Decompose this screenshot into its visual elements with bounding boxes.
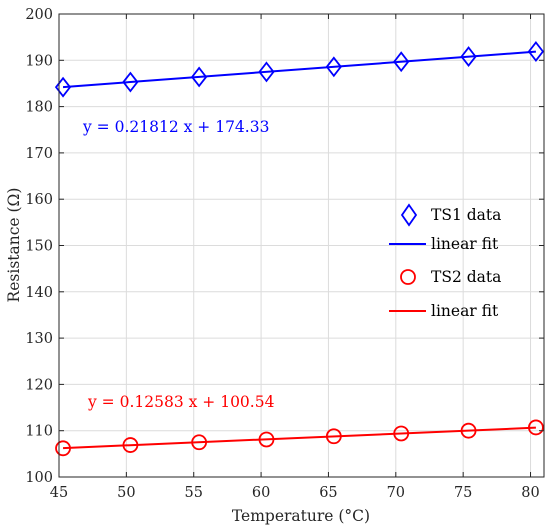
legend-diamond-marker (400, 203, 418, 227)
legend-label-ts2-data: TS2 data (431, 268, 501, 286)
ts2-data-point (393, 425, 410, 442)
legend-item-ts1-data: TS1 data (400, 203, 501, 227)
y-tick-label: 190 (25, 53, 53, 69)
x-tick-label: 75 (454, 485, 472, 501)
x-tick-label: 55 (184, 485, 202, 501)
y-axis-label: Resistance (Ω) (5, 188, 23, 303)
data-markers (54, 41, 545, 457)
y-tick-label: 150 (25, 239, 53, 255)
legend-label-ts2-fit: linear fit (431, 302, 499, 320)
y-tick-label: 180 (25, 100, 53, 116)
legend-item-ts1-fit: linear fit (389, 235, 499, 253)
ts1-equation-annotation: y = 0.21812 x + 174.33 (82, 118, 269, 136)
ts2-data-point (191, 434, 208, 451)
legend-item-ts2-fit: linear fit (389, 302, 499, 320)
x-tick-label: 50 (117, 485, 135, 501)
legend-item-ts2-data: TS2 data (400, 268, 501, 286)
ts2-data-point (258, 431, 275, 448)
x-axis-label: Temperature (°C) (232, 507, 370, 525)
ts2-data-point (55, 440, 71, 457)
ts2-data-point (528, 419, 544, 436)
y-tick-label: 170 (25, 146, 53, 162)
ts1-data-point (325, 56, 342, 78)
ts2-data-point (325, 428, 342, 445)
fit-line-1 (62, 50, 536, 89)
axis-ticks (58, 13, 544, 478)
legend-label-ts1-data: TS1 data (431, 206, 501, 224)
x-tick-label: 65 (319, 485, 337, 501)
tick-labels: 45 50 55 60 65 70 75 80 100 110 120 130 140 150 160 170… (25, 7, 539, 501)
x-tick-label: 45 (50, 485, 68, 501)
x-tick-label: 80 (521, 485, 539, 501)
y-tick-label: 200 (25, 7, 53, 23)
y-tick-label: 110 (25, 424, 53, 440)
y-tick-label: 120 (25, 377, 53, 393)
ts1-data-point (527, 41, 545, 62)
ts2-data-point (122, 437, 139, 453)
ts1-data-point (122, 71, 139, 93)
ts1-data-point (54, 76, 72, 98)
ts2-data-point (460, 422, 477, 439)
legend-label-ts1-fit: linear fit (431, 235, 499, 253)
fit-line-3 (62, 426, 536, 450)
y-tick-label: 100 (25, 470, 53, 486)
x-tick-label: 70 (387, 485, 405, 501)
ts1-data-point (393, 51, 410, 73)
y-tick-label: 140 (25, 285, 53, 301)
ts1-data-point (190, 66, 208, 88)
ts1-data-point (258, 61, 275, 83)
y-tick-label: 130 (25, 331, 53, 347)
x-tick-label: 60 (252, 485, 270, 501)
fit-lines (62, 50, 536, 450)
legend-circle-marker (400, 269, 416, 285)
y-tick-label: 160 (25, 192, 53, 208)
legend: TS1 data linear fit TS2 data linear fit (389, 203, 501, 320)
ts2-equation-annotation: y = 0.12583 x + 100.54 (87, 393, 275, 411)
ts1-data-point (460, 46, 477, 68)
